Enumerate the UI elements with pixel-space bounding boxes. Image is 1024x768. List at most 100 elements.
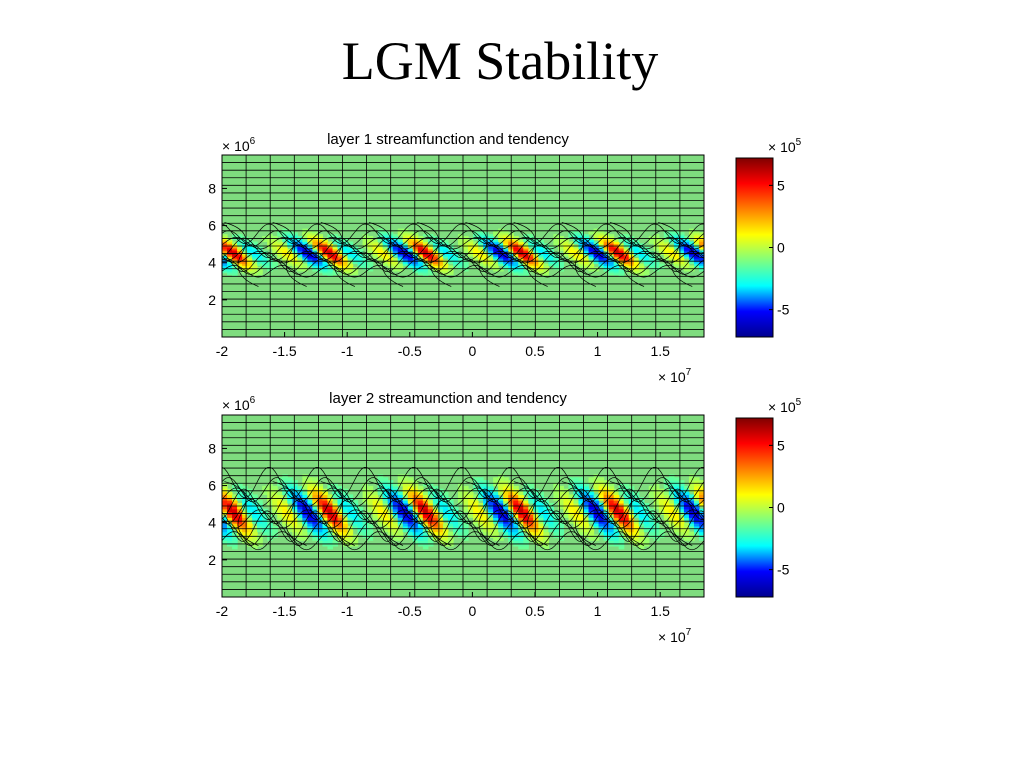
heatmap-cell — [603, 531, 610, 536]
heatmap-cell — [242, 256, 248, 259]
heatmap-cell — [513, 523, 519, 527]
heatmap-cell — [518, 241, 524, 244]
heatmap-cell — [498, 256, 504, 259]
heatmap-cell — [558, 263, 565, 266]
heatmap-cell — [513, 494, 519, 498]
heatmap-cell — [618, 537, 625, 541]
heatmap-cell — [498, 237, 504, 241]
heatmap-cell — [252, 543, 258, 547]
heatmap-cell — [678, 261, 685, 265]
heatmap-cell — [483, 237, 489, 241]
heatmap-cell — [528, 528, 534, 533]
heatmap-cell — [673, 261, 680, 265]
heatmap-cell — [317, 235, 324, 239]
heatmap-cell — [653, 525, 660, 530]
heatmap-cell — [528, 482, 534, 487]
heatmap-cell — [242, 517, 248, 521]
heatmap-cell — [342, 263, 349, 266]
heatmap-cell — [488, 528, 494, 533]
heatmap-cell — [523, 505, 529, 510]
heatmap-cell — [227, 243, 233, 246]
heatmap-cell — [538, 540, 544, 544]
heatmap-cell — [678, 254, 685, 257]
heatmap-cell — [638, 254, 645, 257]
heatmap-cell — [402, 508, 409, 513]
heatmap-cell — [653, 248, 660, 252]
heatmap-cell — [302, 497, 308, 501]
heatmap-cell — [543, 254, 549, 257]
heatmap-cell — [693, 232, 700, 235]
heatmap-cell — [407, 265, 414, 268]
heatmap-cell — [372, 494, 379, 498]
heatmap-cell — [382, 508, 389, 513]
heatmap-cell — [222, 528, 228, 533]
heatmap-cell — [247, 508, 253, 513]
heatmap-cell — [327, 537, 334, 541]
heatmap-cell — [317, 494, 324, 498]
heatmap-cell — [688, 230, 695, 233]
heatmap-cell — [437, 261, 444, 265]
heatmap-cell — [392, 235, 399, 239]
heatmap-cell — [473, 505, 479, 510]
heatmap-cell — [402, 234, 409, 237]
heatmap-cell — [673, 525, 680, 530]
heatmap-cell — [287, 235, 293, 239]
heatmap-cell — [402, 237, 409, 241]
heatmap-cell — [242, 250, 248, 254]
heatmap-cell — [432, 256, 439, 259]
heatmap-cell — [402, 246, 409, 250]
heatmap-cell — [518, 531, 524, 536]
heatmap-cell — [603, 497, 610, 501]
heatmap-cell — [528, 258, 534, 261]
heatmap-cell — [397, 517, 404, 521]
heatmap-cell — [277, 482, 283, 487]
heatmap-cell — [447, 250, 454, 254]
heatmap-cell — [317, 502, 324, 507]
heatmap-cell — [362, 485, 369, 490]
heatmap-cell — [503, 256, 509, 259]
heatmap-cell — [613, 508, 620, 513]
heatmap-cell — [478, 261, 484, 265]
heatmap-cell — [417, 248, 424, 252]
heatmap-cell — [302, 480, 308, 484]
heatmap-cell — [698, 528, 704, 533]
contour-line — [320, 222, 355, 287]
heatmap-cell — [367, 269, 374, 272]
heatmap-cell — [297, 520, 303, 524]
heatmap-cell — [327, 269, 334, 272]
heatmap-cell — [493, 269, 499, 272]
heatmap-cell — [543, 274, 549, 278]
heatmap-cell — [598, 520, 605, 524]
heatmap-cell — [287, 525, 293, 530]
heatmap-cell — [608, 488, 615, 493]
heatmap-cell — [513, 485, 519, 490]
heatmap-cell — [478, 480, 484, 484]
heatmap-cell — [317, 237, 324, 241]
heatmap-cell — [623, 263, 630, 266]
heatmap-cell — [613, 500, 620, 504]
heatmap-cell — [463, 239, 469, 243]
heatmap-cell — [463, 528, 469, 533]
heatmap-cell — [598, 235, 605, 239]
heatmap-cell — [558, 265, 565, 268]
heatmap-cell — [473, 520, 479, 524]
heatmap-cell — [483, 505, 489, 510]
heatmap-cell — [332, 256, 339, 259]
heatmap-cell — [693, 528, 700, 533]
heatmap-cell — [563, 502, 570, 507]
heatmap-cell — [478, 482, 484, 487]
heatmap-cell — [377, 228, 384, 232]
heatmap-cell — [347, 250, 354, 254]
heatmap-cell — [312, 508, 318, 513]
heatmap-cell — [498, 243, 504, 246]
heatmap-cell — [317, 500, 324, 504]
contour-line — [658, 481, 693, 546]
heatmap-cell — [312, 239, 318, 243]
heatmap-cell — [663, 256, 670, 259]
heatmap-cell — [297, 505, 303, 510]
heatmap-cell — [367, 494, 374, 498]
heatmap-cell — [297, 254, 303, 257]
heatmap-cell — [513, 531, 519, 536]
heatmap-cell — [397, 256, 404, 259]
heatmap-cell — [312, 477, 318, 481]
